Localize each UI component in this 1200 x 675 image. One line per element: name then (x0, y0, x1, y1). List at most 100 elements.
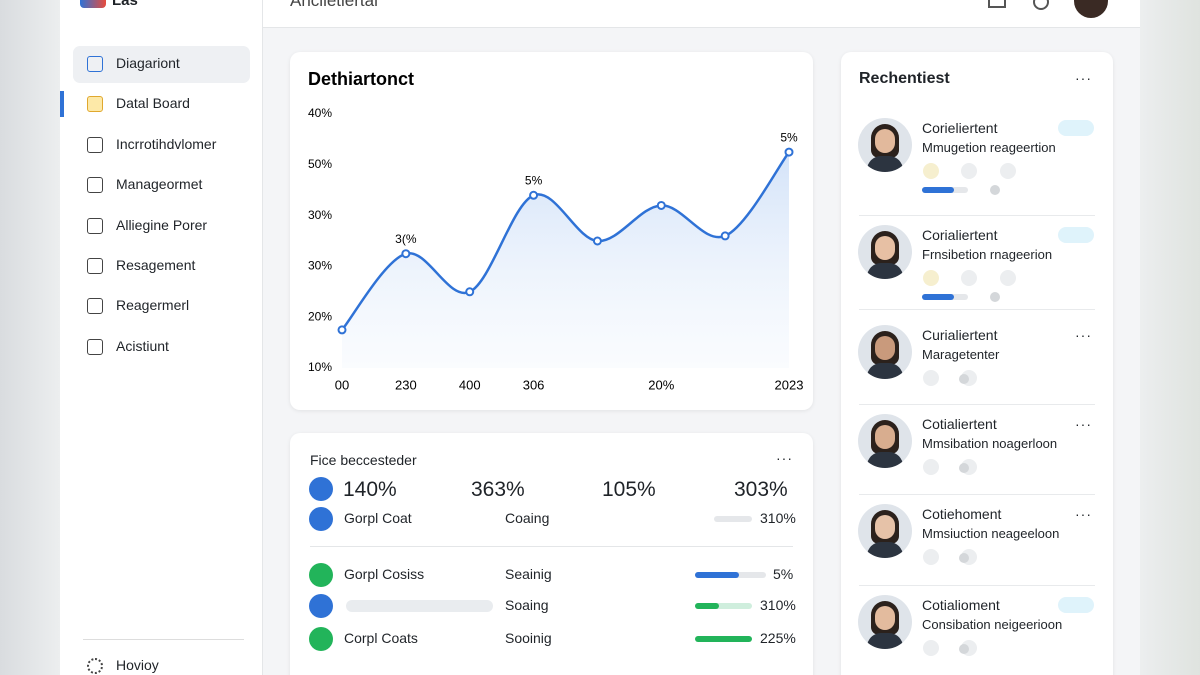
row-value: 310% (760, 597, 796, 613)
row-value: 5% (773, 566, 794, 582)
play-icon (309, 507, 333, 531)
y-axis-label: 30% (308, 259, 332, 273)
meta-icon (923, 549, 939, 565)
person-role: Frnsibetion rnageerion (922, 247, 1053, 262)
nav-icon (87, 136, 103, 153)
nav-item[interactable]: Alliegine Porer (116, 216, 208, 233)
progress-fill (695, 603, 719, 609)
stat-value: 105% (602, 478, 656, 501)
meta-dot (959, 644, 969, 654)
play-icon (309, 563, 333, 587)
summary-card (290, 433, 813, 675)
progress-track (695, 636, 752, 642)
nav-item[interactable]: Resagement (116, 257, 196, 273)
meta-icon (961, 163, 977, 179)
row-status: Coaing (505, 510, 550, 526)
more-button[interactable]: ··· (1075, 327, 1092, 343)
x-tick-label: 2023 (775, 377, 804, 392)
person-role: Consibation neigeerioon (922, 617, 1063, 632)
person-avatar (858, 504, 912, 558)
nav-icon (87, 258, 103, 274)
cart-button[interactable] (988, 0, 1006, 8)
avatar-face (875, 515, 895, 539)
stat-value: 303% (734, 478, 788, 501)
more-button[interactable]: ··· (776, 450, 793, 466)
placeholder-bar (346, 600, 493, 612)
avatar-body (867, 542, 903, 558)
logo-icon (80, 0, 106, 8)
divider (859, 215, 1095, 216)
divider (859, 494, 1095, 495)
divider (859, 309, 1095, 310)
person-role: Mmugetion reageertion (922, 140, 1056, 155)
meta-icon (923, 459, 939, 475)
meta-icon (1000, 270, 1016, 286)
row-name: Gorpl Cosiss (344, 566, 425, 582)
play-icon (309, 477, 333, 501)
stat-value: 363% (471, 478, 525, 501)
avatar-body (867, 633, 903, 649)
progress-fill (695, 572, 739, 578)
person-avatar (858, 225, 912, 279)
meta-icon (1000, 163, 1016, 179)
chart: Dethiartonct 40% 50% 30% 30% 20% 10%00 230 400 3… (308, 69, 804, 393)
meta-dot (990, 185, 1000, 195)
meta-icon (923, 270, 939, 286)
avatar-body (867, 363, 903, 379)
point-marker (720, 231, 730, 241)
play-icon (309, 594, 333, 618)
user-avatar[interactable] (1074, 0, 1108, 18)
more-button[interactable]: ··· (1075, 416, 1092, 432)
avatar-face (875, 236, 895, 260)
avatar-face (875, 129, 895, 153)
row-status: Seainig (505, 566, 552, 582)
chart-title: Dethiartonct (308, 69, 414, 89)
row-name: Gorpl Coat (344, 510, 412, 526)
nav-footer[interactable]: Hovioy (116, 657, 159, 673)
y-axis-label: 40% (308, 106, 332, 120)
avatar-face (875, 606, 895, 630)
person-role: Mmsibation noagerloon (922, 436, 1058, 451)
meta-dot (959, 463, 969, 473)
header-bar (263, 0, 1140, 28)
point-marker (401, 249, 411, 259)
y-axis-label: 50% (308, 157, 332, 171)
person-avatar (858, 325, 912, 379)
meta-dot (959, 374, 969, 384)
point-marker (784, 147, 794, 157)
meta-dot (990, 292, 1000, 302)
nav-icon (87, 338, 103, 355)
person-name: Cotialiertent (922, 416, 997, 432)
avatar-body (867, 263, 903, 279)
more-button[interactable]: ··· (1075, 506, 1092, 522)
search-button[interactable] (1033, 0, 1049, 10)
y-axis-label: 20% (308, 309, 332, 323)
x-tick-label: 00 (335, 377, 349, 392)
nav-icon (87, 56, 103, 72)
y-axis-label: 10% (308, 360, 332, 374)
person-avatar (858, 118, 912, 172)
card-title: Rechentiest (859, 70, 950, 87)
annotation: 5% (525, 173, 543, 187)
divider (859, 404, 1095, 405)
meta-icon (923, 163, 939, 179)
nav-item[interactable]: Datal Board (116, 95, 190, 112)
row-status: Soaing (505, 597, 549, 613)
person-name: Corialiertent (922, 227, 998, 243)
line-area (342, 152, 789, 368)
nav-item[interactable]: Acistiunt (116, 337, 169, 354)
x-tick-label: 20% (648, 377, 674, 392)
progress-fill (922, 187, 954, 193)
nav-item[interactable]: Manageormet (116, 176, 203, 193)
nav-item[interactable]: Diagariont (116, 55, 180, 71)
nav-item[interactable]: Reagermerl (116, 297, 190, 314)
more-button[interactable]: ··· (1075, 70, 1092, 86)
status-badge (1058, 597, 1094, 613)
meta-icon (923, 370, 939, 386)
divider (310, 546, 793, 547)
nav-item[interactable]: Incrrotihdvlomer (116, 135, 217, 152)
person-name: Cotiehoment (922, 506, 1002, 522)
avatar-body (867, 156, 903, 172)
nav-icon (87, 217, 103, 234)
